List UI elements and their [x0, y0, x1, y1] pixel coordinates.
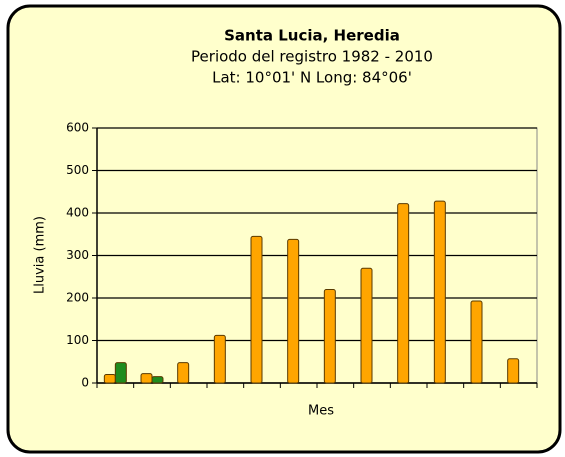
bar: [177, 362, 190, 384]
y-tick-label: 200: [66, 291, 89, 305]
bar: [397, 203, 410, 384]
x-axis-label: Mes: [308, 404, 334, 419]
y-tick-label: 500: [66, 163, 89, 177]
chart-subtitle: Periodo del registro 1982 - 2010: [191, 48, 433, 66]
bar: [151, 376, 164, 384]
y-tick-label: 400: [66, 206, 89, 220]
bar: [433, 200, 446, 384]
bar: [360, 267, 373, 384]
bar: [114, 362, 127, 384]
y-tick-label: 600: [66, 121, 89, 135]
y-tick-label: 300: [66, 248, 89, 262]
bar: [323, 289, 336, 384]
chart-title: Santa Lucia, Heredia: [224, 27, 400, 45]
bar: [103, 374, 116, 384]
y-axis-label: Lluvia (mm): [33, 216, 48, 294]
bar: [507, 358, 520, 384]
bar: [140, 373, 153, 384]
bar: [250, 235, 263, 384]
y-tick-label: 100: [66, 333, 89, 347]
bar: [213, 334, 226, 384]
y-tick-label: 0: [81, 376, 89, 390]
bar: [287, 238, 300, 384]
bar: [470, 300, 483, 384]
chart-subtitle: Lat: 10°01' N Long: 84°06': [212, 69, 412, 87]
